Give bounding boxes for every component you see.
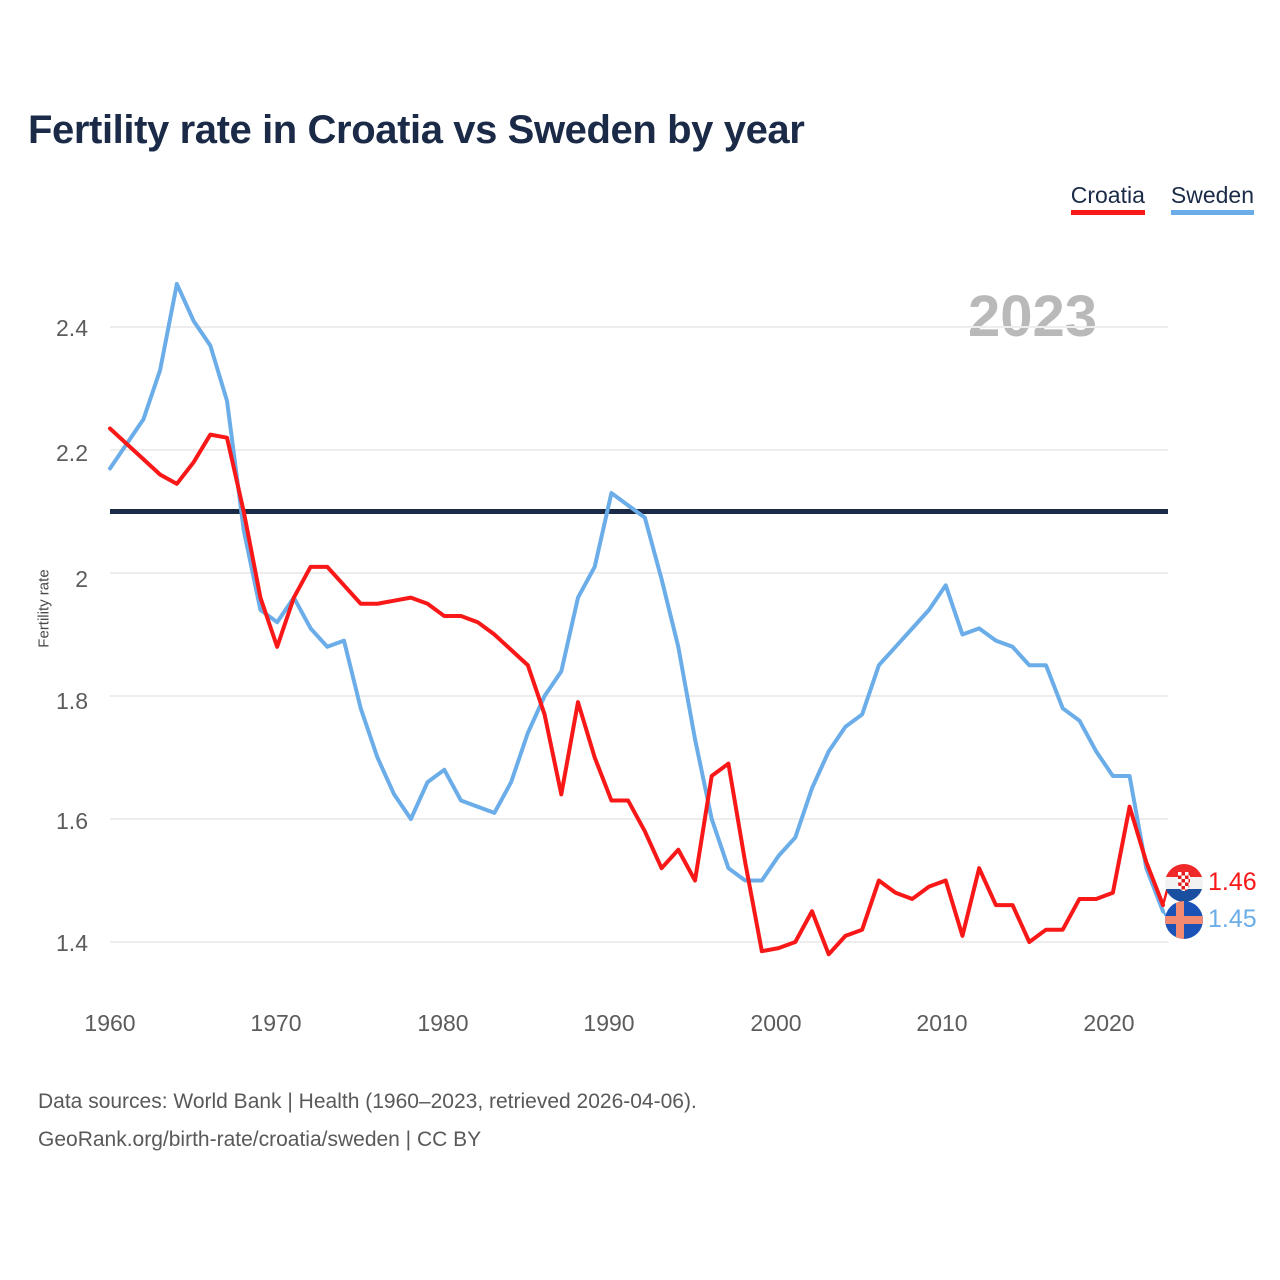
footer-line-attribution: GeoRank.org/birth-rate/croatia/sweden | … — [38, 1128, 482, 1151]
croatia-flag-icon — [1165, 864, 1203, 902]
x-tick-2010: 2010 — [916, 1010, 968, 1036]
x-tick-2000: 2000 — [750, 1010, 802, 1036]
y-tick-1-6: 1.6 — [56, 808, 88, 834]
legend-label-croatia: Croatia — [1070, 182, 1145, 208]
x-tick-1990: 1990 — [583, 1010, 635, 1036]
x-tick-1960: 1960 — [84, 1010, 136, 1036]
legend-swatch-croatia — [1070, 210, 1145, 215]
y-tick-2: 2 — [75, 566, 88, 592]
end-value-croatia: 1.46 — [1208, 868, 1257, 896]
y-tick-1-4: 1.4 — [56, 930, 88, 956]
legend-item-sweden[interactable]: Sweden — [1170, 182, 1254, 215]
legend-label-sweden: Sweden — [1170, 182, 1254, 208]
y-tick-2-2: 2.2 — [56, 440, 88, 466]
x-tick-1970: 1970 — [250, 1010, 302, 1036]
legend-item-croatia[interactable]: Croatia — [1070, 182, 1145, 215]
end-value-sweden: 1.45 — [1208, 905, 1257, 933]
y-tick-2-4: 2.4 — [56, 315, 88, 341]
gridlines — [110, 326, 1168, 943]
series-line-croatia — [108, 426, 1165, 957]
footer: Data sources: World Bank | Health (1960–… — [38, 1083, 697, 1159]
series-line-sweden — [108, 281, 1165, 914]
sweden-flag-icon — [1165, 901, 1203, 939]
x-tick-2020: 2020 — [1083, 1010, 1135, 1036]
year-watermark: 2023 — [968, 284, 1098, 349]
footer-line-sources: Data sources: World Bank | Health (1960–… — [38, 1090, 697, 1113]
y-tick-1-8: 1.8 — [56, 688, 88, 714]
page-title: Fertility rate in Croatia vs Sweden by y… — [28, 108, 805, 152]
legend: Croatia Sweden — [1070, 182, 1254, 215]
x-tick-1980: 1980 — [417, 1010, 469, 1036]
legend-swatch-sweden — [1170, 210, 1254, 215]
